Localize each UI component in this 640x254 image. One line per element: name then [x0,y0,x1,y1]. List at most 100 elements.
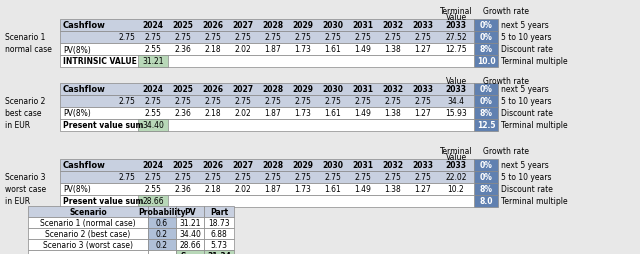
Text: Scenario: Scenario [69,207,107,216]
Text: 1.73: 1.73 [294,45,312,54]
Text: 2032: 2032 [383,21,403,30]
Bar [474,84,498,96]
Bar [204,217,234,228]
Text: 1.27: 1.27 [415,185,431,194]
Text: 10.0: 10.0 [477,57,495,66]
Text: Growth rate: Growth rate [483,77,529,86]
Text: 2029: 2029 [292,85,314,94]
Text: 2.55: 2.55 [145,185,161,194]
Text: next 5 years: next 5 years [501,85,548,94]
Text: 2.75: 2.75 [118,97,135,106]
Text: 1.38: 1.38 [385,185,401,194]
Text: 2029: 2029 [292,161,314,170]
Text: in EUR: in EUR [5,197,30,206]
Text: 2032: 2032 [383,85,403,94]
Text: 8.0: 8.0 [479,197,493,206]
Text: 2.75: 2.75 [205,33,221,42]
Bar [60,20,474,32]
Text: 2025: 2025 [173,21,193,30]
Text: 18.73: 18.73 [208,218,230,227]
Text: Terminal multiple: Terminal multiple [501,197,568,206]
Text: 2.18: 2.18 [205,45,221,54]
Text: 2.75: 2.75 [294,97,312,106]
Text: 2.75: 2.75 [385,33,401,42]
Text: 2.18: 2.18 [205,185,221,194]
Text: 2.75: 2.75 [355,173,371,182]
Bar [148,217,176,228]
Text: 31.21: 31.21 [179,218,201,227]
Text: next 5 years: next 5 years [501,21,548,30]
Bar [204,228,234,239]
Bar [60,120,474,132]
Text: 22.02: 22.02 [445,173,467,182]
Text: 0.2: 0.2 [156,229,168,238]
Bar [60,84,474,96]
Text: 0.2: 0.2 [156,240,168,249]
Text: 2026: 2026 [202,85,223,94]
Text: Cashflow: Cashflow [63,161,106,170]
Bar [176,228,204,239]
Text: 8%: 8% [479,45,493,54]
Text: 0%: 0% [479,33,492,42]
Text: 2.36: 2.36 [175,185,191,194]
Bar [60,183,474,195]
Bar [60,195,474,207]
Bar [474,56,498,68]
Text: 2.36: 2.36 [175,45,191,54]
Text: 1.38: 1.38 [385,109,401,118]
Text: 2024: 2024 [143,21,163,30]
Text: 2.75: 2.75 [355,33,371,42]
Bar [474,183,498,195]
Text: Discount rate: Discount rate [501,185,553,194]
Text: Scenario 3 (worst case): Scenario 3 (worst case) [43,240,133,249]
Text: 12.5: 12.5 [477,121,495,130]
Text: 2.75: 2.75 [294,173,312,182]
Text: 34.40: 34.40 [179,229,201,238]
Text: 2027: 2027 [232,21,253,30]
Text: 2.75: 2.75 [145,33,161,42]
Text: 0%: 0% [479,85,492,94]
Text: 8%: 8% [479,109,493,118]
Text: 31.34: 31.34 [207,251,231,254]
Text: 34.40: 34.40 [142,121,164,130]
Text: 2030: 2030 [323,21,344,30]
Text: 8%: 8% [479,185,493,194]
Text: 1.27: 1.27 [415,45,431,54]
Text: Value: Value [445,153,467,162]
Text: 2.75: 2.75 [145,97,161,106]
Text: 10.2: 10.2 [447,185,465,194]
Text: 5 to 10 years: 5 to 10 years [501,97,552,106]
Text: Cashflow: Cashflow [63,85,106,94]
Text: INTRINSIC VALUE: INTRINSIC VALUE [63,57,137,66]
Text: 2.75: 2.75 [205,97,221,106]
Text: 2.02: 2.02 [235,45,252,54]
Bar [474,108,498,120]
Text: Present value sum: Present value sum [63,121,143,130]
Text: 2.75: 2.75 [324,33,341,42]
Text: PV(8%): PV(8%) [63,185,91,194]
Text: 2033: 2033 [445,161,467,170]
Bar [148,206,176,217]
Text: 2.75: 2.75 [415,173,431,182]
Text: Scenario 2 (best case): Scenario 2 (best case) [45,229,131,238]
Text: 2.02: 2.02 [235,109,252,118]
Text: 2.75: 2.75 [264,33,282,42]
Bar [28,228,148,239]
Text: 2.75: 2.75 [385,173,401,182]
Text: 2.75: 2.75 [385,97,401,106]
Bar [60,108,474,120]
Text: 2033: 2033 [413,85,433,94]
Bar [474,195,498,207]
Text: Scenario 1 (normal case): Scenario 1 (normal case) [40,218,136,227]
Text: Scenario 3: Scenario 3 [5,173,45,182]
Text: 1.61: 1.61 [324,45,341,54]
Text: 2.75: 2.75 [235,173,252,182]
Text: 2.75: 2.75 [175,97,191,106]
Text: 2.36: 2.36 [175,109,191,118]
Text: 1.27: 1.27 [415,109,431,118]
Text: 2030: 2030 [323,85,344,94]
Text: 1.87: 1.87 [264,45,282,54]
Text: 2.75: 2.75 [294,33,312,42]
Bar [148,239,176,250]
Bar [474,44,498,56]
